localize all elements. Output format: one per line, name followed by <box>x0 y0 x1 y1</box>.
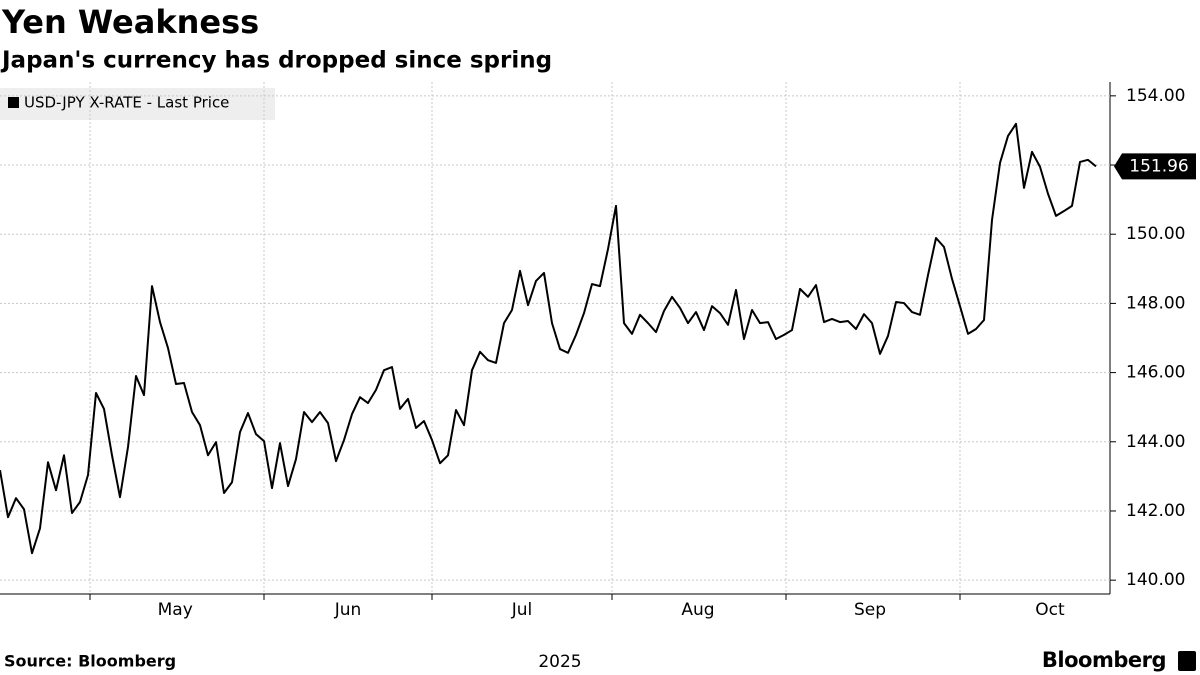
y-tick-label: 150.00 <box>1126 224 1185 244</box>
legend-label: USD-JPY X-RATE - Last Price <box>24 94 229 112</box>
y-tick-label: 154.00 <box>1126 86 1185 106</box>
y-tick-label: 144.00 <box>1126 432 1185 452</box>
last-price-label: 151.96 <box>1129 156 1188 176</box>
year-label: 2025 <box>538 652 581 672</box>
source: Source: Bloomberg <box>4 652 176 671</box>
x-tick-label: May <box>158 600 193 620</box>
x-tick-label: Oct <box>1035 600 1065 620</box>
chart-subtitle: Japan's currency has dropped since sprin… <box>0 48 552 74</box>
legend-swatch <box>8 97 19 108</box>
last-price-box <box>1114 153 1196 180</box>
y-tick-label: 140.00 <box>1126 570 1185 590</box>
brand-icon <box>1178 651 1196 671</box>
y-tick-label: 146.00 <box>1126 363 1185 383</box>
line <box>0 122 1097 555</box>
x-tick-label: Jul <box>511 600 533 620</box>
y-tick-label: 142.00 <box>1126 501 1185 521</box>
x-tick-label: Sep <box>854 600 886 620</box>
legend-box <box>0 88 275 120</box>
brand: Bloomberg <box>1042 648 1166 672</box>
chart-title: Yen Weakness <box>1 3 259 41</box>
x-tick-label: Aug <box>681 600 714 620</box>
y-tick-label: 148.00 <box>1126 293 1185 313</box>
x-tick-label: Jun <box>334 600 362 620</box>
